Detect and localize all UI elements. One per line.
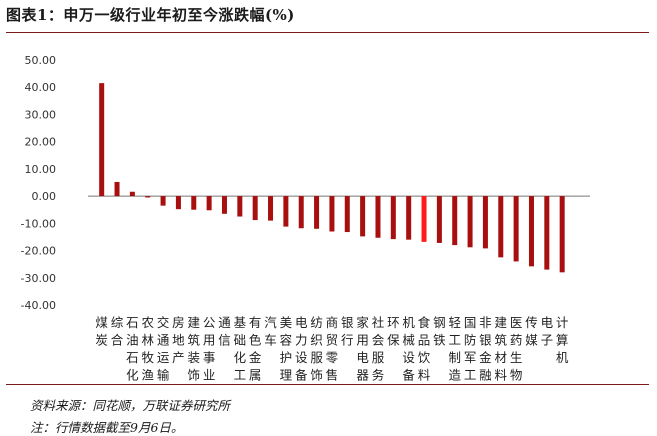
x-category-label: 交通运输: [157, 315, 170, 383]
bar: [390, 196, 396, 240]
x-category-label: 电子: [541, 315, 554, 348]
x-category-label: 有色金属: [249, 315, 262, 383]
x-category-label: 纺织服饰: [310, 315, 323, 383]
bar: [513, 196, 519, 262]
x-category-label: 家用电器: [356, 315, 369, 383]
x-category-label: 美容护理: [280, 315, 293, 383]
x-category-label: 国防军工: [464, 315, 477, 383]
x-category-label: 社会服务: [372, 315, 385, 383]
bar: [129, 191, 135, 197]
bar: [498, 196, 504, 258]
bar: [375, 196, 381, 238]
bar: [175, 196, 181, 210]
x-category-label: 银行: [341, 315, 354, 348]
x-category-label: 建筑材料: [495, 315, 508, 383]
bar: [528, 196, 534, 267]
x-category-label: 房地产: [172, 315, 185, 365]
bar: [406, 196, 412, 240]
y-tick-label: -40.00: [21, 299, 56, 312]
chart-title: 图表1：申万一级行业年初至今涨跌幅(%): [6, 6, 295, 24]
bar: [99, 83, 105, 197]
bar: [544, 196, 550, 270]
top-rule: [6, 32, 649, 33]
bar: [421, 196, 427, 242]
x-category-label: 商贸零售: [326, 315, 339, 383]
y-tick-label: -20.00: [21, 245, 56, 258]
bar: [237, 196, 243, 217]
bar: [482, 196, 488, 249]
bar: [268, 196, 274, 221]
source-note: 资料来源：同花顺，万联证券研究所: [30, 398, 231, 413]
footnote: 注：行情数据截至9月6日。: [30, 420, 184, 435]
x-category-label: 电力设备: [295, 315, 308, 383]
x-category-label: 医药生物: [510, 315, 523, 383]
x-category-label: 钢铁: [433, 315, 446, 348]
y-tick-label: 20.00: [25, 136, 57, 149]
bar: [145, 196, 151, 198]
bar: [436, 196, 442, 243]
bar: [252, 196, 258, 221]
x-category-label: 综合: [111, 315, 124, 348]
bar: [206, 196, 212, 211]
y-tick-label: 50.00: [25, 54, 57, 67]
bar-chart: 50.00 40.00 30.00 20.00 10.00 0.00 -10.00 -20.0…: [21, 54, 590, 383]
x-category-label: 建筑装饰: [188, 315, 201, 383]
y-tick-label: 40.00: [25, 81, 57, 94]
bar: [360, 196, 366, 237]
y-tick-label: 0.00: [32, 190, 57, 203]
bar: [114, 181, 120, 197]
x-category-label: 基础化工: [234, 315, 247, 383]
x-category-label: 环保: [387, 315, 400, 348]
x-category-label: 农林牧渔: [141, 315, 154, 383]
bar: [467, 196, 473, 248]
x-category-label: 传媒: [525, 315, 538, 348]
x-category-label: 汽车: [264, 315, 277, 348]
bar: [452, 196, 458, 246]
bar: [283, 196, 289, 227]
x-category-label: 食品饮料: [418, 315, 431, 383]
bar: [221, 196, 227, 214]
bottom-rule: [6, 384, 649, 385]
y-tick-label: -10.00: [21, 217, 56, 230]
bar: [329, 196, 335, 232]
y-tick-label: 10.00: [25, 163, 57, 176]
x-category-label: 机械设备: [402, 315, 415, 383]
x-category-label: 轻工制造: [448, 315, 461, 383]
bar: [160, 196, 166, 206]
x-category-label: 公用事业: [203, 315, 216, 383]
bar: [344, 196, 350, 233]
x-category-label: 通信: [218, 315, 231, 348]
x-category-label: 计算机: [556, 315, 569, 365]
x-category-label: 石油石化: [126, 315, 139, 383]
bar: [314, 196, 320, 229]
bar: [191, 196, 197, 210]
y-tick-label: 30.00: [25, 108, 57, 121]
x-category-label: 非银金融: [479, 315, 492, 383]
y-tick-label: -30.00: [21, 272, 56, 285]
x-category-label: 煤炭: [95, 315, 108, 348]
bar: [559, 196, 565, 273]
bar: [298, 196, 304, 229]
